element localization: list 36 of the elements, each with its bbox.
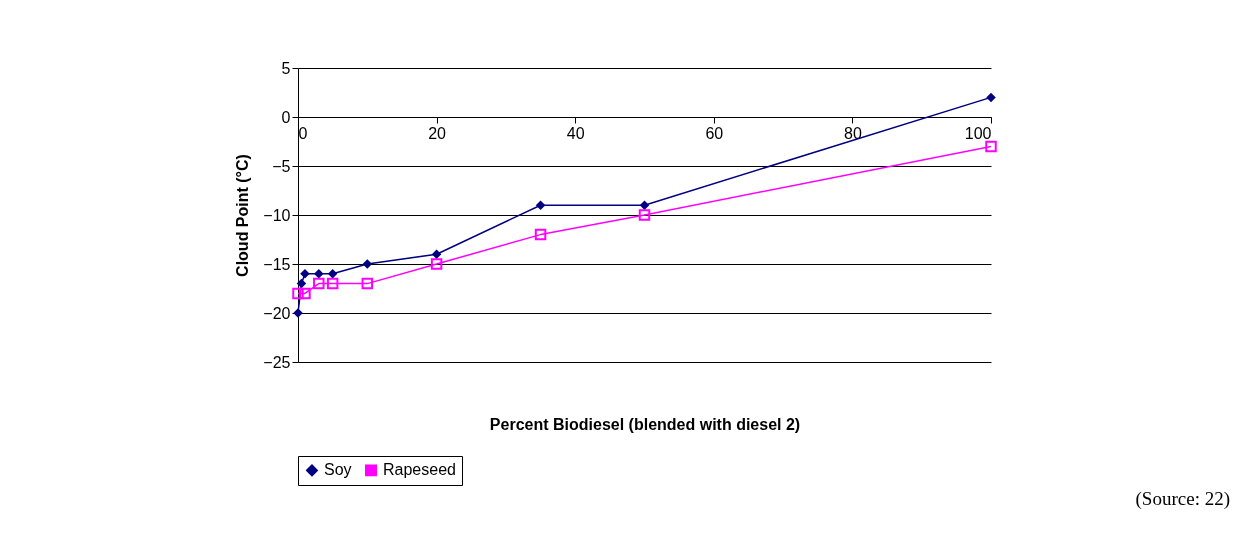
y-tick-label: 5 xyxy=(281,59,291,77)
x-tick-label: 100 xyxy=(964,124,992,142)
x-tick-label: 80 xyxy=(844,124,862,142)
x-axis-title: Percent Biodiesel (blended with diesel 2) xyxy=(489,415,801,433)
y-tick-label: −20 xyxy=(263,304,291,322)
point xyxy=(313,277,325,290)
point xyxy=(299,287,311,300)
x-tick-label: 40 xyxy=(566,124,585,142)
point xyxy=(362,259,373,269)
legend-label: Soy xyxy=(324,461,352,479)
x-tick-label: 20 xyxy=(428,124,447,142)
point xyxy=(292,287,304,300)
point xyxy=(638,209,651,221)
point xyxy=(327,269,338,279)
x-tick-label: 60 xyxy=(705,124,724,142)
x-tick-label: 0 xyxy=(298,124,308,142)
legend-label: Rapeseed xyxy=(383,461,456,479)
point xyxy=(639,200,650,210)
point xyxy=(326,277,339,290)
point xyxy=(314,269,324,279)
point xyxy=(361,277,374,290)
y-tick-label: 0 xyxy=(281,108,291,126)
point xyxy=(535,200,546,210)
point xyxy=(986,92,996,103)
text: (Source: 22) xyxy=(1135,488,1230,510)
point xyxy=(300,269,310,279)
y-axis-title: Cloud Point (°C) xyxy=(234,154,252,277)
point xyxy=(431,249,442,259)
y-tick-label: −5 xyxy=(272,157,291,175)
y-tick-label: −25 xyxy=(263,353,291,371)
point xyxy=(430,258,443,270)
point xyxy=(985,140,997,153)
point xyxy=(534,228,547,241)
y-tick-label: −15 xyxy=(263,255,291,273)
point xyxy=(296,278,307,289)
y-tick-label: −10 xyxy=(263,206,291,224)
